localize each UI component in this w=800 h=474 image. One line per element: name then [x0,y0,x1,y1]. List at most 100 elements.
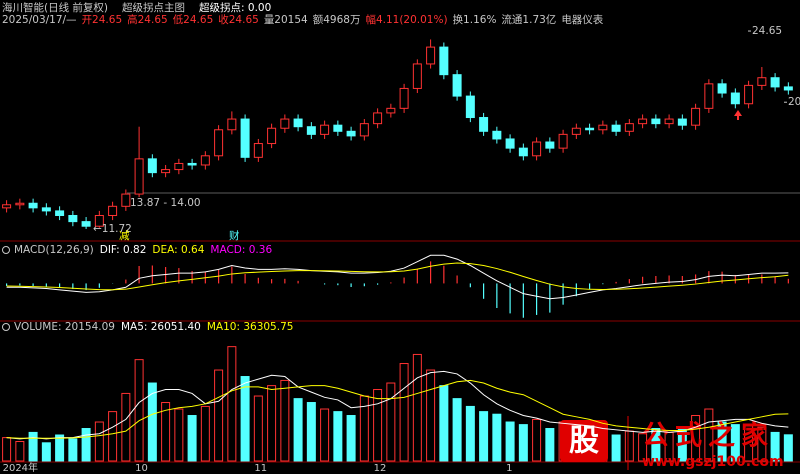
candle-body [320,124,330,135]
header-info: 高24.65 [127,13,168,26]
volume-bar [320,408,330,462]
candle-body [744,84,754,105]
candle-body [240,118,250,158]
brand-name: 公式之家 [642,420,774,452]
candle-body [108,205,118,216]
volume-ma-line [6,379,789,439]
x-tick-label: 2024年 [3,461,38,474]
volume-bar [134,359,144,462]
volume-bar [492,413,502,462]
candle-body [94,214,104,227]
candle-body [518,147,528,157]
candle-body [783,86,793,91]
candle-body [359,123,369,137]
logo-text: 股 [569,424,599,459]
candle-body [28,202,38,209]
volume-bar [757,426,767,462]
volume-bar [2,437,12,462]
candle-body [412,63,422,89]
candle-body [293,118,303,128]
volume-bar [346,415,356,462]
candle-body [333,124,343,132]
header-title: 超级拐点: 0.00 [199,1,271,14]
volume-bar [174,408,184,462]
volume-bar [240,376,250,462]
volume-bar [744,425,754,462]
candle-body [452,74,462,97]
candle-body [68,214,78,223]
volume-bar [227,346,237,462]
candle-body [267,127,277,145]
volume-bar [306,402,316,462]
volume-bar [532,418,542,462]
brand-url: www.gszj100.com [642,454,784,470]
volume-bar [465,405,475,462]
header-title: 海川智能(日线 前复权) [2,1,108,14]
candle-body [227,118,237,131]
volume-bar [638,433,648,462]
candle-body [373,112,383,125]
volume-bar [200,405,210,462]
volume-bar [214,369,224,462]
volume-bar [333,411,343,462]
volume-ma-line [6,370,789,440]
x-tick-label: 1 [506,463,512,474]
volume-bar [704,408,714,462]
candle-body [571,127,581,135]
volume-bar [426,369,436,462]
volume-bar [280,379,290,462]
macd-legend: MACD(12,26,9) [14,244,94,256]
volume-bar [386,382,396,462]
candle-body [730,92,740,105]
annotation: 13.87 - 14.00 [130,197,201,209]
candle-body [558,133,568,149]
candle-body [280,118,290,129]
candle-body [399,87,409,109]
volume-bar [121,392,131,462]
header-info: 开24.65 [82,14,123,26]
volume-legend: MA10: 36305.75 [207,321,294,333]
candle-body [200,155,210,166]
volume-bar [730,424,740,462]
header-info: 低24.65 [173,13,214,26]
volume-bar [783,434,793,462]
volume-bar [717,421,727,462]
volume-bar [187,415,197,462]
candle-body [664,118,674,125]
candle-body [691,107,701,126]
volume-bar [68,438,78,462]
candle-body [598,124,608,131]
annotation: 财 [229,229,240,242]
header-info: 换1.16% [453,13,497,26]
candle-body [147,158,157,174]
candle-body [15,202,25,206]
y-tick-label: 24.65 [752,25,782,37]
candle-body [187,162,197,166]
candle-body [121,193,131,207]
x-tick-label: 11 [254,463,267,474]
candle-body [55,210,65,216]
candle-body [585,127,595,131]
header-info: 2025/03/17/— [2,14,77,26]
volume-bar [452,398,462,462]
logo-box [560,420,608,462]
candle-body [638,118,648,125]
volume-bar [81,428,91,462]
candle-body [532,141,542,157]
header-info: 收24.65 [218,13,259,26]
volume-bar [267,385,277,462]
panel-icon [2,323,10,331]
volume-bar [147,382,157,462]
candle-body [545,141,555,149]
volume-bar [293,398,303,462]
volume-bar [55,434,65,462]
volume-bar [399,363,409,462]
candle-body [306,126,316,135]
volume-bar [545,428,555,462]
annotation: ←11.72 [93,223,132,235]
header-info: 额4968万 [313,13,361,26]
candle-body [492,130,502,140]
candle-body [505,138,515,149]
volume-legend: VOLUME: 20154.09 [14,321,115,333]
